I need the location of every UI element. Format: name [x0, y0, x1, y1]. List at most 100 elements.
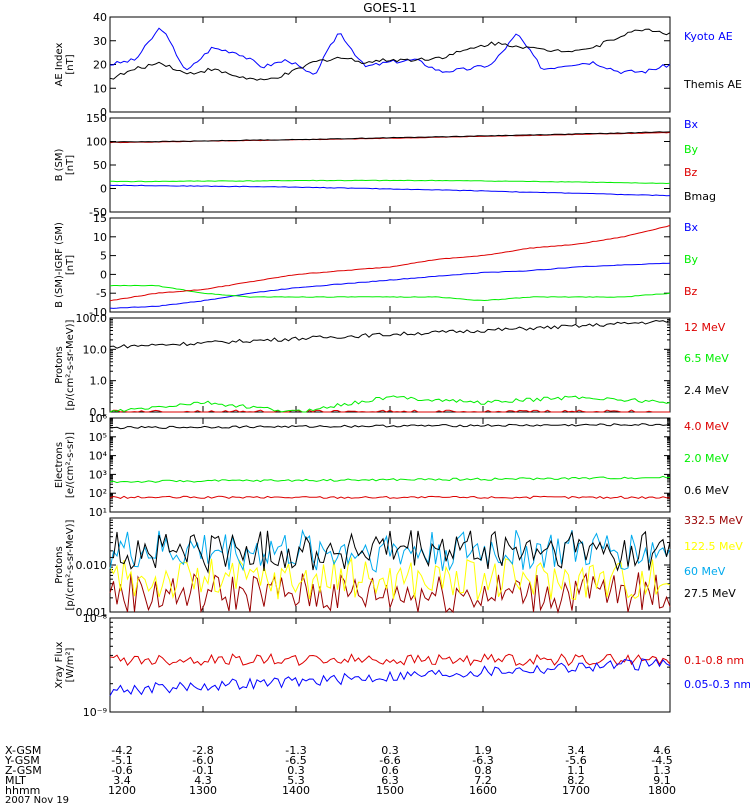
- y-tick-label: 10⁶: [89, 412, 108, 425]
- y-tick-label: 10: [93, 231, 107, 244]
- series-line-332-5-mev: [109, 572, 671, 614]
- footer-value-x-gsm: 0.3: [381, 744, 399, 757]
- footer-value-x-gsm: 4.6: [653, 744, 671, 757]
- y-axis-label: AE Index: [54, 42, 65, 86]
- legend-12-mev: 12 MeV: [684, 321, 726, 334]
- footer-value-y-gsm: -6.0: [192, 754, 213, 767]
- footer-value-hhmm: 1400: [282, 784, 310, 797]
- footer-value-x-gsm: 1.9: [474, 744, 492, 757]
- footer-value-mlt: 5.3: [287, 774, 305, 787]
- panel-bsm: -50 0 50 100 150 B (SM) [nT] Bx By Bz Bmag: [54, 112, 716, 219]
- legend-4-0-mev: 4.0 MeV: [684, 420, 729, 433]
- series-line-themis-ae: [109, 28, 671, 81]
- series-line-2-0-mev: [109, 475, 671, 484]
- y-axis-label: Protons: [54, 346, 65, 383]
- y-tick-label: 10⁻⁸: [83, 612, 108, 625]
- series-line-bz: [109, 224, 671, 302]
- panel-frame: [109, 617, 671, 713]
- footer-label-y-gsm: Y-GSM: [5, 754, 40, 767]
- panel-ae: 0 10 20 30 40 AE Index [nT] Kyoto AE Themis AE: [54, 11, 742, 119]
- footer-value-mlt: 3.4: [113, 774, 131, 787]
- footer-value-z-gsm: 0.6: [381, 764, 399, 777]
- y-tick-label: 0.1: [90, 406, 108, 419]
- footer-value-mlt: 7.2: [474, 774, 492, 787]
- legend-0-6-mev: 0.6 MeV: [684, 484, 729, 497]
- panel-frame: [109, 117, 671, 213]
- y-axis-label: [nT]: [65, 54, 76, 74]
- series-line-bx: [109, 184, 671, 197]
- y-tick-label: 10⁻⁹: [83, 706, 107, 719]
- series-line-60-mev: [109, 528, 671, 573]
- footer-value-y-gsm: -6.6: [379, 754, 400, 767]
- footer-value-z-gsm: -0.6: [111, 764, 132, 777]
- footer-value-mlt: 9.1: [653, 774, 671, 787]
- y-tick-label: 150: [86, 112, 107, 125]
- y-tick-label: 0: [100, 183, 107, 196]
- y-tick-label: 100: [86, 136, 107, 149]
- y-tick-label: 0.001: [76, 606, 108, 619]
- series-line-by: [109, 284, 671, 302]
- panel-protons_high: 0.001 0.010 Protons [p/(cm²-s-sr-MeV)] 332.5…: [54, 514, 743, 619]
- footer-value-y-gsm: -5.6: [565, 754, 586, 767]
- y-tick-label: 5: [100, 250, 107, 263]
- footer-value-y-gsm: -4.5: [651, 754, 672, 767]
- y-tick-label: 15: [93, 212, 107, 225]
- y-tick-label: -50: [89, 206, 107, 219]
- y-axis-label: [nT]: [65, 255, 76, 275]
- y-axis-label: [e/(cm²-s-sr)]: [65, 432, 76, 498]
- y-axis-label: B (SM)-IGRF (SM): [54, 222, 65, 308]
- footer-value-z-gsm: 0.3: [287, 764, 305, 777]
- y-tick-label: 50: [93, 159, 107, 172]
- footer-value-z-gsm: 0.8: [474, 764, 492, 777]
- figure-title: GOES-11: [363, 1, 417, 15]
- footer-value-mlt: 8.2: [567, 774, 585, 787]
- y-tick-label: 10³: [89, 468, 107, 481]
- footer-value-hhmm: 1700: [562, 784, 590, 797]
- footer-value-x-gsm: -4.2: [111, 744, 132, 757]
- legend-2-0-mev: 2.0 MeV: [684, 452, 729, 465]
- y-tick-label: 0.010: [76, 559, 108, 572]
- legend-bmag: Bmag: [684, 190, 716, 203]
- panel-xray: 10⁻⁹ 10⁻⁸ Xray Flux [W/m²] 0.1-0.8 nm 0.05-0.…: [54, 612, 750, 719]
- y-axis-label: Electrons: [54, 442, 65, 488]
- series-line-bmag: [109, 131, 671, 143]
- y-tick-label: 10: [93, 82, 107, 95]
- y-tick-label: 40: [93, 11, 107, 24]
- legend-bz: Bz: [684, 166, 698, 179]
- panel-electrons: 10¹ 10² 10³ 10⁴ 10⁵ 10⁶ Electrons [e/(cm²-s-sr)…: [54, 412, 729, 519]
- legend-0-1-0-8-nm: 0.1-0.8 nm: [684, 654, 744, 667]
- y-tick-label: 100.0: [76, 312, 108, 325]
- y-axis-label: [W/m²]: [65, 647, 76, 682]
- footer-label-mlt: MLT: [5, 774, 26, 787]
- y-tick-label: 10.0: [83, 343, 108, 356]
- y-axis-label: [nT]: [65, 155, 76, 175]
- footer-label-x-gsm: X-GSM: [5, 744, 42, 757]
- y-axis-label: B (SM): [54, 148, 65, 181]
- footer-value-x-gsm: 3.4: [567, 744, 585, 757]
- legend-bz: Bz: [684, 285, 698, 298]
- y-axis-label: Protons: [54, 546, 65, 583]
- legend-kyoto-ae: Kyoto AE: [684, 30, 733, 43]
- y-tick-label: 30: [93, 35, 107, 48]
- series-line-27-5-mev: [109, 530, 671, 574]
- footer-value-hhmm: 1600: [469, 784, 497, 797]
- legend-122-5-mev: 122.5 MeV: [684, 540, 743, 553]
- footer-value-x-gsm: -1.3: [285, 744, 306, 757]
- footer-value-y-gsm: -6.5: [285, 754, 306, 767]
- series-line-0-1-0-8-nm: [109, 652, 671, 667]
- y-tick-label: 1.0: [90, 375, 108, 388]
- footer-value-hhmm: 1800: [648, 784, 676, 797]
- footer-value-y-gsm: -5.1: [111, 754, 132, 767]
- legend-6-5-mev: 6.5 MeV: [684, 352, 729, 365]
- series-line-6-5-mev: [109, 395, 671, 413]
- footer-value-hhmm: 1200: [108, 784, 136, 797]
- date-label: 2007 Nov 19: [5, 795, 70, 806]
- y-tick-label: 10⁵: [89, 431, 107, 444]
- footer-label-hhmm: hhmm: [5, 784, 41, 797]
- series-line-12-mev: [109, 409, 670, 413]
- footer-label-z-gsm: Z-GSM: [5, 764, 42, 777]
- series-line-2-4-mev: [109, 319, 671, 349]
- footer-value-y-gsm: -6.3: [472, 754, 493, 767]
- y-tick-label: 0: [100, 106, 107, 119]
